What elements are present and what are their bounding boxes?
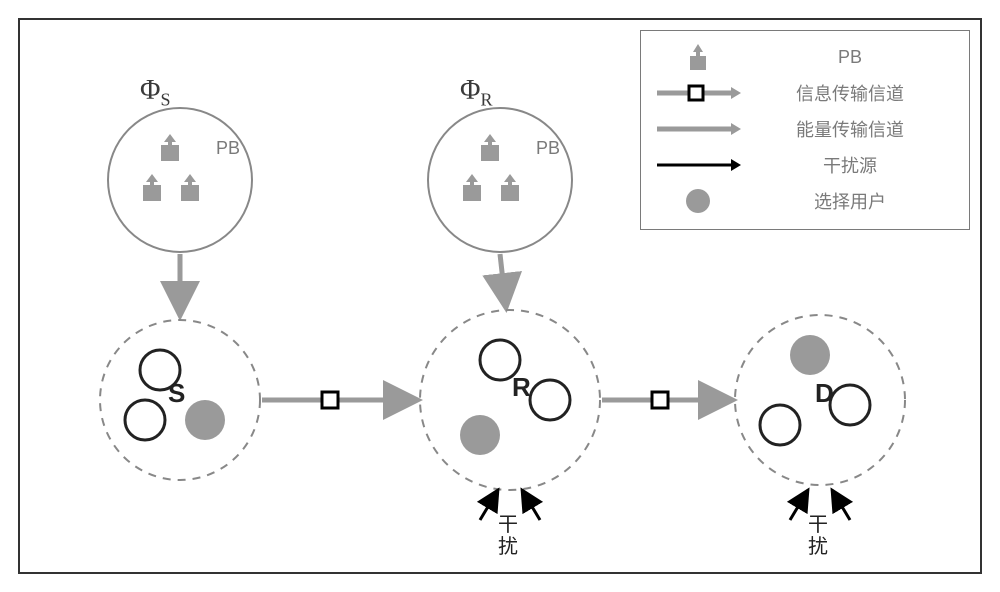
pb-icon	[161, 134, 179, 161]
interference-arrow	[832, 490, 850, 520]
user-circle-selected	[460, 415, 500, 455]
interference-arrow	[522, 490, 540, 520]
node-label-r: R	[512, 372, 531, 403]
interference-label-d: 干扰	[808, 514, 828, 558]
user-circle-selected	[790, 335, 830, 375]
pb-icon	[463, 174, 481, 201]
pb-icon	[481, 134, 499, 161]
pb-text-s: PB	[216, 138, 240, 159]
pb-icon	[181, 174, 199, 201]
interference-label-r: 干扰	[498, 514, 518, 558]
pb-text-r: PB	[536, 138, 560, 159]
user-circle	[125, 400, 165, 440]
info-marker-sr	[322, 392, 338, 408]
user-circle	[530, 380, 570, 420]
node-label-d: D	[815, 378, 834, 409]
node-cluster-r	[420, 310, 600, 490]
user-circle-selected	[185, 400, 225, 440]
pb-cluster-r	[428, 108, 572, 252]
user-circle	[830, 385, 870, 425]
user-circle	[760, 405, 800, 445]
pb-icon	[501, 174, 519, 201]
diagram-svg	[20, 20, 980, 572]
diagram-frame: PB 信息传输信道 能量传输信道	[18, 18, 982, 574]
info-marker-rd	[652, 392, 668, 408]
interference-arrow	[480, 490, 498, 520]
energy-arrow-r	[500, 254, 506, 308]
pb-cluster-s	[108, 108, 252, 252]
node-label-s: S	[168, 378, 185, 409]
interference-arrow	[790, 490, 808, 520]
pb-icon	[143, 174, 161, 201]
